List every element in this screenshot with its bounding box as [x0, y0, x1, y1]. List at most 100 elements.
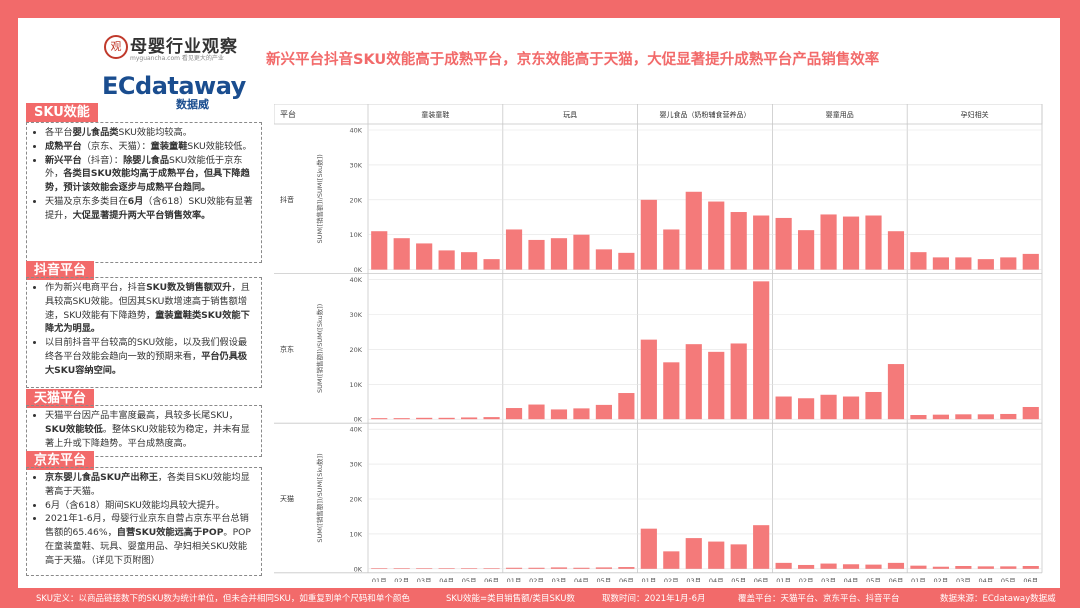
- bar: [483, 259, 500, 270]
- bar: [550, 567, 568, 569]
- bar: [842, 216, 860, 270]
- section-box-douyin: 作为新兴电商平台，抖音SKU数及销售额双升，且具较高SKU效能。但因其SKU数增…: [26, 277, 262, 388]
- x-tick-label: 03月: [417, 577, 432, 582]
- bar: [483, 417, 500, 420]
- bar: [753, 525, 770, 569]
- x-tick-label: 01月: [372, 577, 387, 582]
- bar: [595, 567, 612, 569]
- y-axis-title: SUM([销售额])/SUM([Sku数]): [315, 154, 324, 243]
- platform-label: 京东: [280, 344, 294, 353]
- brand-logo-text: 母婴行业观察: [130, 37, 238, 57]
- y-tick-label: 40K: [349, 127, 362, 135]
- y-tick-label: 40K: [349, 426, 362, 434]
- ecdataway-logo-cn: 数据威: [176, 98, 209, 111]
- bullet-text: 各类目SKU效能均高于成熟平台，但具下降趋势，预计该效能会逐步与成熟平台趋同。: [45, 168, 250, 194]
- y-axis-title: SUM([销售额])/SUM([Sku数]): [315, 453, 324, 542]
- bar: [932, 566, 949, 569]
- bar: [708, 541, 725, 569]
- section-bullet: 各平台婴儿食品类SKU效能均较高。: [45, 126, 255, 140]
- page-headline: 新兴平台抖音SKU效能高于成熟平台，京东效能高于天猫，大促显著提升成熟平台产品销…: [266, 52, 880, 68]
- bar: [775, 562, 792, 569]
- bar: [685, 538, 702, 569]
- bar: [775, 396, 792, 420]
- category-header: 孕妇相关: [961, 110, 989, 119]
- section-title-tmall: 天猫平台: [26, 389, 95, 408]
- bullet-text: 6月: [127, 195, 144, 207]
- bar: [528, 404, 545, 420]
- bullet-text: 新兴平台: [45, 154, 82, 166]
- bar: [461, 568, 478, 569]
- bar: [910, 252, 927, 270]
- bar: [1000, 257, 1017, 270]
- x-tick-label: 06月: [484, 577, 499, 582]
- bar: [550, 409, 568, 420]
- bar: [663, 362, 680, 420]
- y-tick-label: 20K: [349, 496, 362, 504]
- y-axis-title: SUM([销售额])/SUM([Sku数]): [315, 304, 324, 393]
- bar: [1022, 566, 1039, 569]
- x-tick-label: 04月: [574, 577, 589, 582]
- bar: [505, 229, 523, 270]
- section-box-tmall: 天猫平台因产品丰富度最高，具较多长尾SKU， SKU效能较低。整体SKU效能较为稳…: [26, 405, 262, 457]
- bullet-text: （抖音）：: [81, 154, 124, 166]
- x-tick-label: 02月: [529, 577, 544, 582]
- bar: [618, 252, 635, 270]
- x-tick-label: 03月: [686, 577, 701, 582]
- bar: [798, 564, 815, 569]
- footer-platforms: 覆盖平台：天猫平台、京东平台、抖音平台: [738, 594, 900, 604]
- bar: [595, 249, 612, 270]
- bar: [393, 238, 410, 270]
- bullet-text: SKU数及销售额双升: [146, 282, 232, 293]
- x-tick-label: 06月: [1023, 577, 1038, 582]
- category-header: 童装童鞋: [421, 110, 449, 119]
- x-tick-label: 03月: [552, 577, 567, 582]
- bar: [461, 252, 478, 270]
- y-tick-label: 10K: [349, 231, 362, 239]
- bullet-text: 大促显著提升两大平台销售效率。: [72, 209, 211, 221]
- bullet-text: 平台仍具极大SKU容纳空间。: [45, 350, 248, 376]
- x-tick-label: 01月: [641, 577, 656, 582]
- header-band: [273, 103, 1043, 125]
- bar: [730, 212, 747, 270]
- bar: [595, 404, 612, 420]
- bar: [887, 364, 905, 420]
- bar: [640, 339, 657, 420]
- bullet-text: SKU效能较低。: [187, 140, 252, 152]
- bullet-text: SKU效能低于京东外，: [45, 154, 243, 180]
- sku-efficiency-chart: 平台 童装童鞋 玩具 婴儿食品（奶粉辅食营养品） 婴童用品 孕妇相关 抖音 SUM([销售额]…: [273, 103, 1044, 585]
- bar: [640, 528, 657, 569]
- bar: [371, 418, 388, 420]
- bar: [528, 567, 545, 569]
- bar: [798, 230, 815, 270]
- bar: [371, 568, 388, 569]
- y-tick-label: 0K: [354, 266, 363, 274]
- section-box-sku: 各平台婴儿食品类SKU效能均较高。成熟平台（京东、天猫）：童装童鞋SKU效能较低…: [26, 122, 262, 263]
- bar: [573, 234, 590, 270]
- y-tick-label: 30K: [349, 161, 362, 169]
- x-tick-label: 02月: [799, 577, 814, 582]
- section-bullet: 天猫及京东多类目在6月（含618）SKU效能有显著提升，大促显著提升两大平台销售…: [45, 195, 255, 223]
- section-title-douyin: 抖音平台: [26, 261, 95, 280]
- bar: [416, 243, 433, 270]
- bar: [775, 217, 792, 270]
- bullet-text: SKU效能较低: [45, 423, 103, 435]
- section-bullet: 以目前抖音平台较高的SKU效能，以及我们假设最终各平台效能会趋向一致的预期来看，…: [45, 336, 255, 377]
- section-bullet: 成熟平台（京东、天猫）：童装童鞋SKU效能较低。: [45, 140, 255, 154]
- bar: [438, 417, 455, 420]
- bar: [865, 564, 882, 569]
- section-bullet: 2021年1-6月，母婴行业京东自营占京东平台总销售额的65.46%，自营SKU…: [45, 512, 255, 567]
- bullet-text: 2021年1-6月，母婴行业京东自营占京东平台总销售额的65.46%，: [45, 513, 249, 539]
- bar: [910, 565, 927, 569]
- bar: [820, 563, 837, 569]
- bar: [618, 393, 635, 420]
- bullet-text: 婴儿食品类: [72, 127, 119, 138]
- section-bullet: 新兴平台（抖音）：除婴儿食品SKU效能低于京东外，各类目SKU效能均高于成熟平台…: [45, 154, 255, 195]
- bar: [483, 568, 500, 569]
- bar: [798, 398, 815, 420]
- bullet-text: 自营SKU效能远高于POP: [116, 527, 224, 539]
- bullet-text: 各平台: [45, 127, 73, 138]
- bar: [977, 566, 994, 569]
- bar: [887, 562, 905, 569]
- bullet-text: 。整体SKU效能较为稳定，并未有显著上升或下降趋势。平台成熟度高。: [45, 423, 250, 449]
- bullet-text: 成熟平台: [45, 140, 82, 152]
